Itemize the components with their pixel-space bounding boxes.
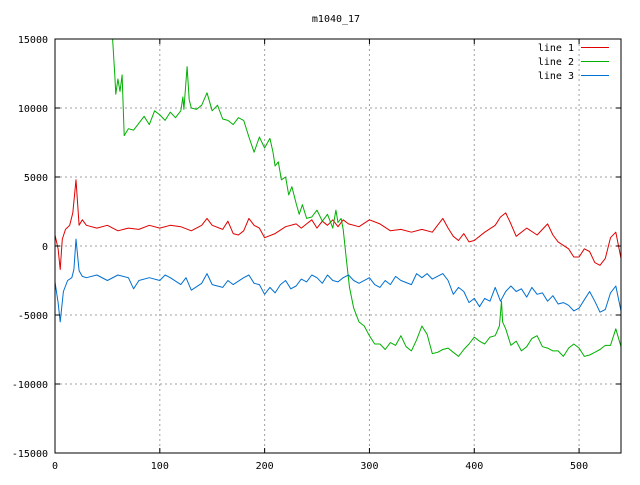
y-tick-label: -15000 [12,449,48,460]
axis-ticks: 0 100 200 300 400 500 -15000 -10000 -5000 0 5000 10… [12,35,621,472]
legend-label-2: line 2 [538,57,574,68]
y-tick-label: 5000 [24,173,48,184]
x-tick-label: 400 [465,461,483,472]
x-tick-label: 300 [360,461,378,472]
x-tick-label: 200 [256,461,274,472]
chart-title: m1040_17 [312,14,360,25]
x-tick-label: 100 [151,461,169,472]
y-tick-label: 10000 [18,104,48,115]
y-tick-label: -10000 [12,380,48,391]
legend-label-1: line 1 [538,43,574,54]
series-line-2 [112,39,621,357]
y-tick-label: -5000 [18,311,48,322]
y-tick-label: 15000 [18,35,48,46]
legend: line 1 line 2 line 3 [538,43,609,82]
legend-label-3: line 3 [538,71,574,82]
series-lines [55,39,621,357]
series-line-3 [55,238,621,323]
series-line-1 [55,179,621,270]
x-tick-label: 0 [52,461,58,472]
y-tick-label: 0 [42,242,48,253]
grid-lines [55,39,621,453]
x-tick-label: 500 [570,461,588,472]
